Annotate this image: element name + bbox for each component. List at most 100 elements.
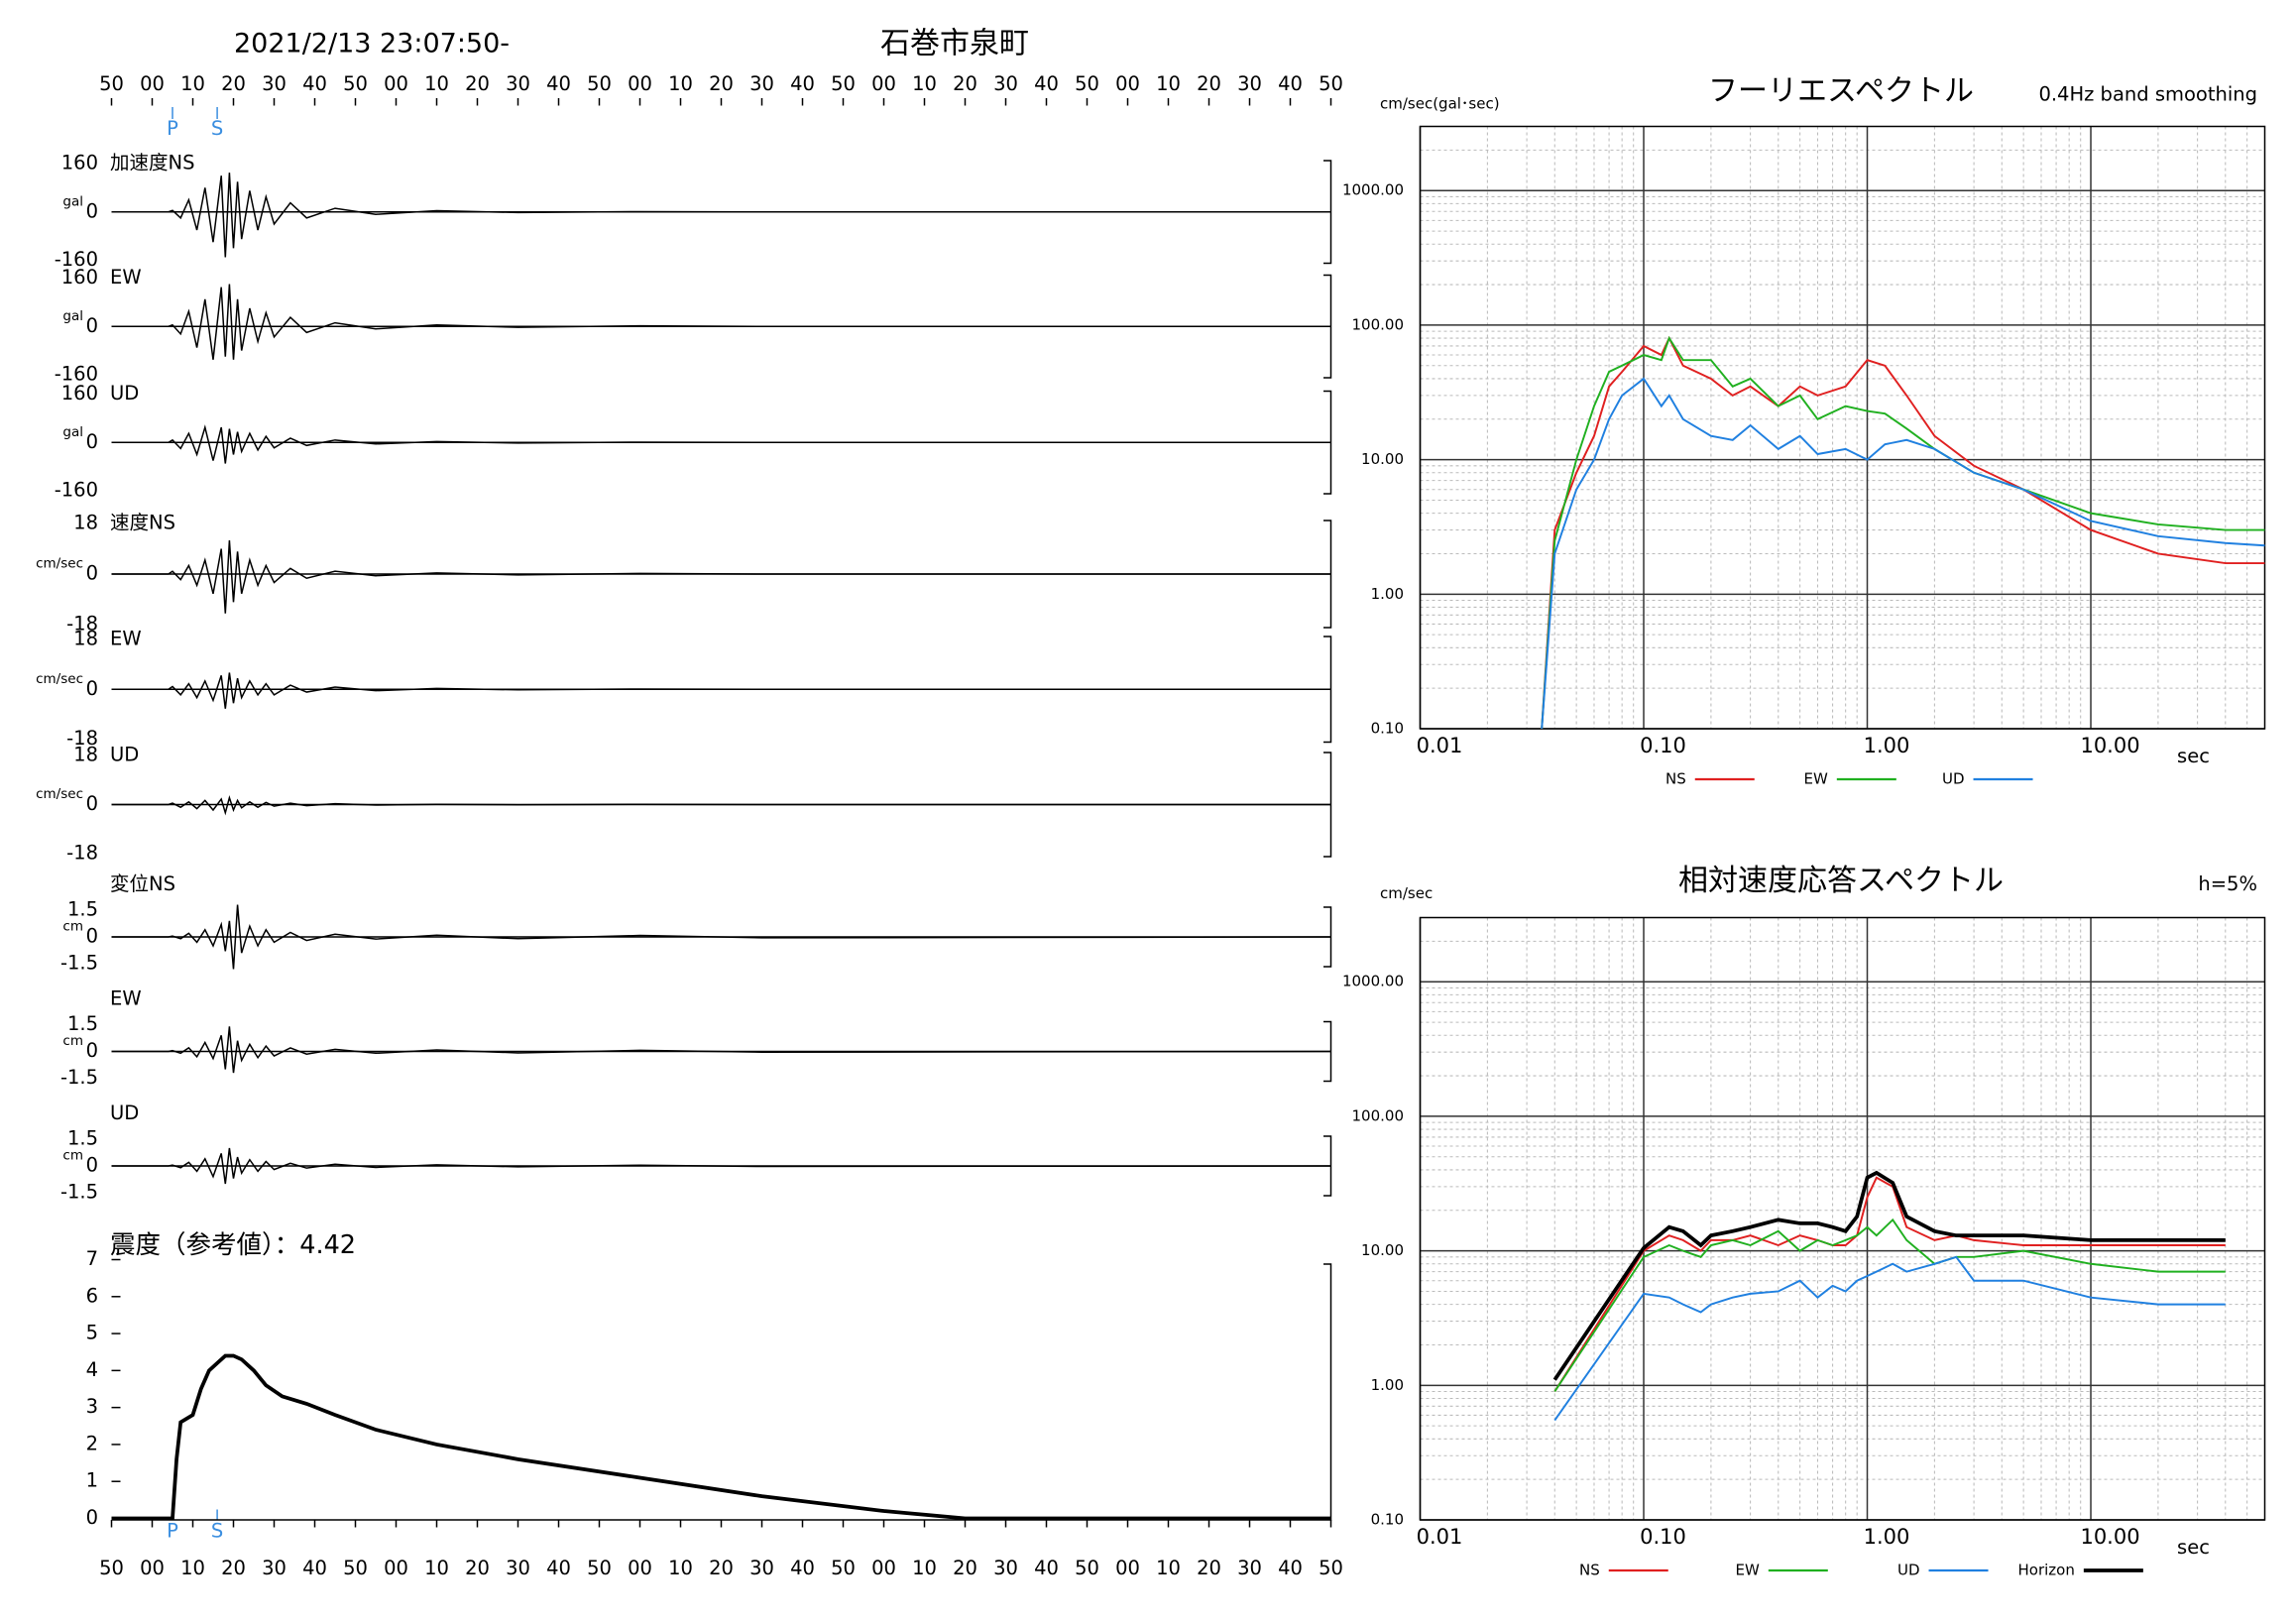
time-tick-label: 10 — [180, 1557, 205, 1579]
legend-label: EW — [1736, 1562, 1760, 1579]
time-tick-label: 00 — [1115, 72, 1140, 95]
time-tick-label: 50 — [343, 72, 368, 95]
time-tick-label: 50 — [587, 72, 612, 95]
phase-label: S — [211, 117, 223, 140]
y-tick-label: 1.5 — [67, 898, 98, 921]
y-tick-label: 0 — [86, 677, 98, 700]
unit-label: gal — [62, 424, 83, 440]
y-tick-label: 0 — [86, 430, 98, 453]
time-tick-label: 40 — [546, 72, 571, 95]
time-tick-label: 50 — [831, 1557, 856, 1579]
y-tick-label: -1.5 — [60, 1181, 98, 1204]
time-tick-label: 00 — [140, 1557, 165, 1579]
time-tick-label: 50 — [1075, 72, 1099, 95]
spectrum-line — [1553, 1255, 2226, 1422]
unit-label: cm — [62, 1033, 83, 1049]
x-tick-label: 0.01 — [1417, 734, 1463, 757]
waveform — [111, 795, 1331, 816]
unit-label: cm/sec — [36, 556, 83, 572]
time-tick-label: 20 — [709, 1557, 734, 1579]
panel-title: 速度NS — [110, 512, 175, 534]
y-tick-label: 3 — [86, 1395, 98, 1418]
time-tick-label: 20 — [953, 1557, 977, 1579]
y-tick-label: 0 — [86, 792, 98, 815]
time-tick-label: 50 — [1075, 1557, 1099, 1579]
y-tick-label: -160 — [55, 248, 98, 271]
y-tick-label: 2 — [86, 1432, 98, 1454]
panel-title: UD — [110, 382, 139, 405]
time-tick-label: 50 — [1319, 72, 1343, 95]
panel-title: EW — [110, 266, 142, 289]
x-tick-label: 10.00 — [2080, 734, 2139, 757]
phase-label: P — [167, 117, 178, 140]
time-tick-label: 50 — [587, 1557, 612, 1579]
y-tick-label: 1.5 — [67, 1127, 98, 1150]
spectrum-line — [1541, 335, 2265, 730]
y-tick-label: 1.5 — [67, 1012, 98, 1035]
time-tick-label: 00 — [384, 1557, 408, 1579]
time-tick-label: 10 — [1156, 1557, 1181, 1579]
time-tick-label: 10 — [668, 72, 693, 95]
time-tick-label: 20 — [465, 1557, 490, 1579]
legend-label: NS — [1665, 770, 1686, 788]
time-tick-label: 20 — [709, 72, 734, 95]
time-tick-label: 40 — [302, 1557, 327, 1579]
plot-frame — [1419, 125, 2266, 730]
y-tick-label: 1.00 — [1371, 1376, 1404, 1394]
time-tick-label: 10 — [912, 1557, 937, 1579]
y-tick-label: 0 — [86, 199, 98, 222]
time-tick-label: 40 — [790, 72, 815, 95]
waveform — [111, 672, 1331, 709]
y-tick-label: 1000.00 — [1342, 181, 1404, 199]
time-tick-label: 20 — [221, 1557, 246, 1579]
time-tick-label: 50 — [99, 72, 124, 95]
datetime: 2021/2/13 23:07:50- — [234, 29, 510, 59]
x-tick-label: 1.00 — [1864, 734, 1910, 757]
time-tick-label: 30 — [506, 72, 530, 95]
time-tick-label: 30 — [1237, 1557, 1262, 1579]
time-tick-label: 50 — [99, 1557, 124, 1579]
y-axis-label: cm/sec(gal･sec) — [1380, 95, 1500, 113]
unit-label: gal — [62, 308, 83, 324]
time-tick-label: 00 — [871, 1557, 896, 1579]
unit-label: cm — [62, 919, 83, 935]
plot-frame — [1419, 916, 2266, 1521]
time-tick-label: 10 — [1156, 72, 1181, 95]
y-tick-label: -1.5 — [60, 952, 98, 975]
y-tick-label: -18 — [66, 613, 98, 636]
station: 石巻市泉町 — [880, 27, 1029, 61]
panel-title: 震度（参考値）：4.42 — [110, 1230, 356, 1260]
y-tick-label: 18 — [73, 628, 98, 650]
chart-title: フーリエスペクトル — [1708, 74, 1974, 109]
unit-label: cm/sec — [36, 671, 83, 687]
x-tick-label: 1.00 — [1864, 1525, 1910, 1549]
x-axis-label: sec — [2177, 1536, 2210, 1559]
time-tick-label: 20 — [1197, 1557, 1221, 1579]
waveform — [111, 284, 1331, 360]
legend-label: UD — [1897, 1562, 1920, 1579]
y-tick-label: 160 — [61, 382, 98, 405]
y-tick-label: 10.00 — [1361, 450, 1404, 468]
time-tick-label: 40 — [302, 72, 327, 95]
x-tick-label: 0.10 — [1640, 734, 1686, 757]
y-tick-label: 100.00 — [1352, 1106, 1405, 1124]
time-tick-label: 00 — [871, 72, 896, 95]
waveform — [111, 173, 1331, 258]
time-tick-label: 50 — [343, 1557, 368, 1579]
waveform — [111, 904, 1331, 970]
y-tick-label: 4 — [86, 1358, 98, 1381]
phase-label: S — [211, 1520, 223, 1543]
time-tick-label: 40 — [790, 1557, 815, 1579]
y-tick-label: -18 — [66, 842, 98, 865]
x-tick-label: 10.00 — [2080, 1525, 2139, 1549]
y-tick-label: -1.5 — [60, 1066, 98, 1089]
panel-title: 変位NS — [110, 872, 175, 895]
y-tick-label: -160 — [55, 363, 98, 386]
y-tick-label: 0 — [86, 1154, 98, 1177]
panel-title: UD — [110, 1101, 139, 1124]
time-tick-label: 30 — [506, 1557, 530, 1579]
time-tick-label: 30 — [993, 72, 1018, 95]
y-tick-label: 0 — [86, 314, 98, 337]
time-tick-label: 30 — [749, 1557, 774, 1579]
